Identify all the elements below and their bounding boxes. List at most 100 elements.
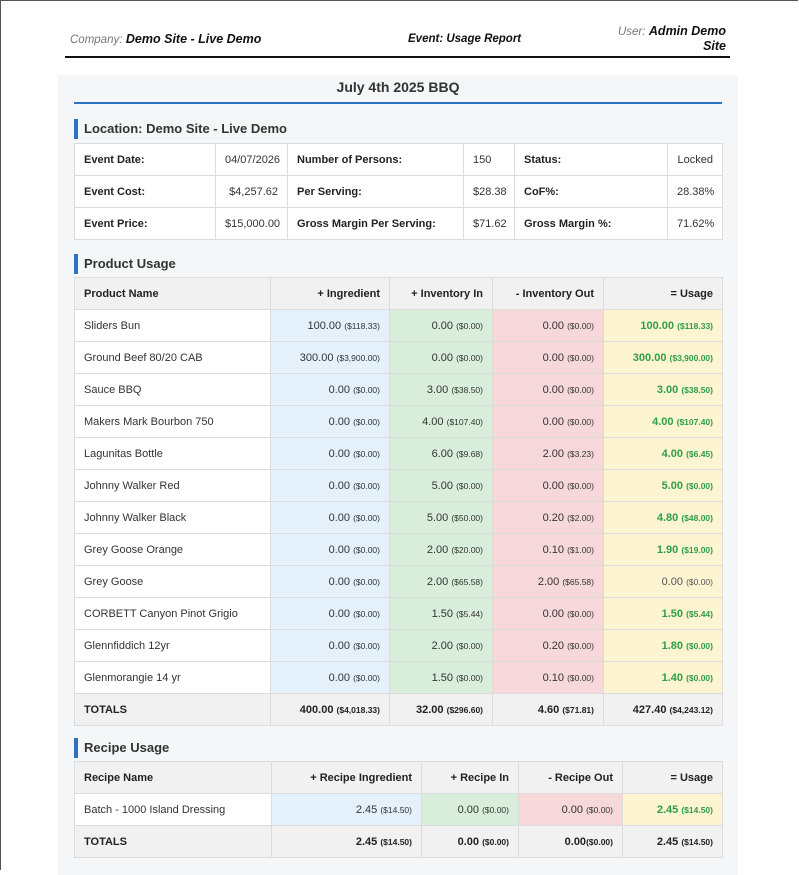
qty-value: 0.00 — [542, 383, 564, 396]
table-row: Glenmorangie 14 yr 0.00 ($0.00) 1.50 ($0.0… — [74, 661, 723, 694]
cost-value: ($0.00) — [456, 320, 483, 331]
user-value-line2: Site — [703, 39, 726, 53]
per-serving-value: $28.38 — [463, 175, 515, 208]
cost-label: Event Cost: — [74, 175, 216, 208]
qty-value: 0.00 — [328, 543, 350, 556]
cost-value: ($65.58) — [451, 576, 483, 587]
cell-in: 1.50 ($0.00) — [389, 661, 493, 694]
cost-value: ($4,018.33) — [336, 704, 380, 715]
cell-ing: 100.00 ($118.33) — [270, 309, 390, 342]
cell-use: 4.80 ($48.00) — [603, 501, 723, 534]
qty-value: 0.00 — [328, 447, 350, 460]
qty-value: 0.10 — [542, 671, 564, 684]
cost-value: ($0.00) — [686, 672, 713, 683]
qty-value: 2.00 — [426, 543, 449, 556]
cost-value: ($71.81) — [562, 704, 594, 715]
company-info: Company: Demo Site - Live Demo — [70, 32, 261, 46]
qty-value: 5.00 — [431, 479, 453, 492]
qty-value: 0.00 — [561, 803, 583, 816]
cost-value: ($4,243.12) — [669, 704, 713, 715]
cell-use: 4.00 ($6.45) — [603, 437, 723, 470]
col-product-name: Product Name — [74, 277, 271, 310]
cell-in: 2.00 ($20.00) — [389, 533, 493, 566]
cost-value: ($296.60) — [446, 704, 483, 715]
persons-value: 150 — [463, 143, 515, 176]
qty-value: 0.00 — [328, 511, 350, 524]
col-usage: = Usage — [603, 277, 723, 310]
item-name: Johnny Walker Black — [74, 501, 271, 534]
cost-value: ($1.00) — [567, 544, 594, 555]
cost-value: ($0.00) — [353, 576, 380, 587]
cost-value: ($48.00) — [681, 512, 713, 523]
col-recipe-name: Recipe Name — [74, 761, 272, 794]
cost-value: ($5.44) — [686, 608, 713, 619]
cell-use: 3.00 ($38.50) — [603, 373, 723, 406]
cell-out: 2.00 ($65.58) — [492, 565, 604, 598]
gm-label: Gross Margin %: — [514, 207, 668, 240]
cell-in: 4.00 ($107.40) — [389, 405, 493, 438]
cell-out: 0.00 ($0.00) — [492, 597, 604, 630]
item-name: CORBETT Canyon Pinot Grigio — [74, 597, 271, 630]
cell-use: 2.45 ($14.50) — [622, 825, 723, 858]
info-row: Event Price: $15,000.00 Gross Margin Per… — [74, 207, 723, 240]
company-label: Company: — [70, 34, 123, 46]
user-value-line1: Admin Demo — [648, 24, 726, 38]
user-info: User: Admin Demo Site — [618, 24, 726, 53]
cost-value: ($0.00) — [456, 640, 483, 651]
cell-out: 0.00 ($0.00) — [492, 469, 604, 502]
qty-value: 0.20 — [542, 639, 564, 652]
qty-value: 0.00 — [328, 383, 350, 396]
cell-ing: 0.00 ($0.00) — [270, 565, 390, 598]
table-row: Glennfiddich 12yr 0.00 ($0.00) 2.00 ($0.00… — [74, 629, 723, 662]
cell-ing: 0.00 ($0.00) — [270, 405, 390, 438]
user-label: User: — [617, 26, 646, 38]
location-heading: Location: Demo Site - Live Demo — [74, 119, 287, 139]
cell-ing: 0.00 ($0.00) — [270, 501, 390, 534]
cell-in: 1.50 ($5.44) — [389, 597, 493, 630]
totals-row: TOTALS 2.45 ($14.50) 0.00 ($0.00) 0.00($0.0… — [74, 825, 723, 858]
cell-out: 4.60 ($71.81) — [492, 693, 604, 726]
cost-value: ($19.00) — [681, 544, 713, 555]
qty-value: 0.00 — [661, 575, 683, 588]
qty-value: 32.00 — [416, 703, 444, 716]
col-recipe-in: + Recipe In — [421, 761, 519, 794]
qty-value: 0.00 — [328, 575, 350, 588]
qty-value: 0.00 — [328, 479, 350, 492]
qty-value: 0.00 — [564, 835, 587, 848]
cost-value: ($9.68) — [456, 448, 483, 459]
cell-ing: 2.45 ($14.50) — [271, 793, 422, 826]
cell-use: 100.00 ($118.33) — [603, 309, 723, 342]
cost-value: ($0.00) — [353, 416, 380, 427]
item-name: Makers Mark Bourbon 750 — [74, 405, 271, 438]
cell-use: 1.50 ($5.44) — [603, 597, 723, 630]
cost-value: ($0.00) — [456, 352, 483, 363]
cell-ing: 0.00 ($0.00) — [270, 469, 390, 502]
col-recipe-out: - Recipe Out — [518, 761, 623, 794]
status-value: Locked — [667, 143, 723, 176]
table-row: Batch - 1000 Island Dressing 2.45 ($14.50… — [74, 793, 723, 826]
qty-value: 4.00 — [652, 415, 674, 428]
cell-out: 0.00($0.00) — [518, 825, 623, 858]
event-info-table: Event Date: 04/07/2026 Number of Persons… — [74, 143, 723, 240]
cost-value: ($0.00) — [567, 608, 594, 619]
qty-value: 2.45 — [656, 835, 679, 848]
qty-value: 300.00 — [299, 351, 334, 364]
cost-value: $4,257.62 — [215, 175, 288, 208]
cost-value: ($0.00) — [482, 836, 509, 847]
qty-value: 427.40 — [632, 703, 667, 716]
cost-value: ($0.00) — [353, 448, 380, 459]
event-info: Event: Usage Report — [408, 33, 521, 45]
cell-use: 300.00 ($3,900.00) — [603, 341, 723, 374]
cost-value: ($6.45) — [686, 448, 713, 459]
cost-value: ($0.00) — [567, 416, 594, 427]
item-name: Sauce BBQ — [74, 373, 271, 406]
cell-ing: 0.00 ($0.00) — [270, 533, 390, 566]
qty-value: 2.00 — [542, 447, 564, 460]
cell-out: 0.20 ($2.00) — [492, 501, 604, 534]
qty-value: 3.00 — [426, 383, 449, 396]
cell-in: 2.00 ($0.00) — [389, 629, 493, 662]
cost-value: ($38.50) — [451, 384, 483, 395]
table-row: Sauce BBQ 0.00 ($0.00) 3.00 ($38.50) 0.00 (… — [74, 373, 723, 406]
recipe-usage-table: Recipe Name + Recipe Ingredient + Recipe… — [74, 761, 723, 858]
cell-ing: 300.00 ($3,900.00) — [270, 341, 390, 374]
